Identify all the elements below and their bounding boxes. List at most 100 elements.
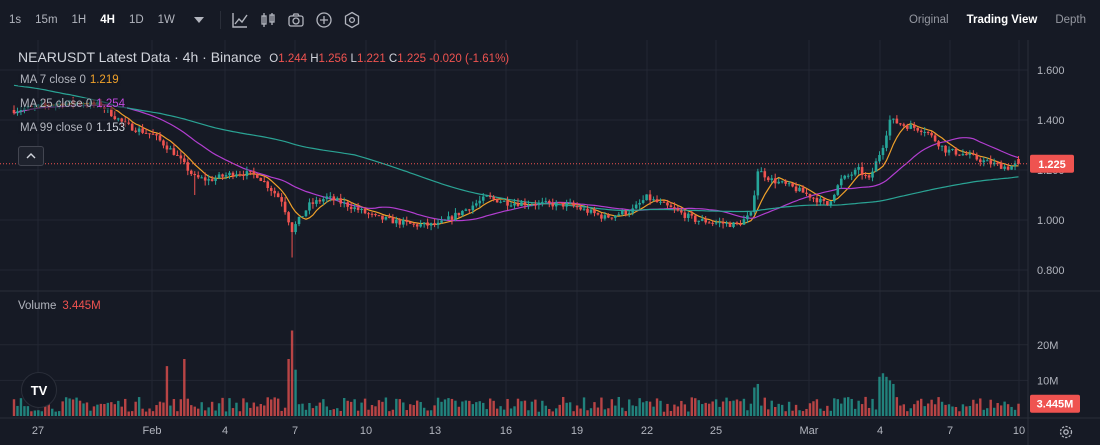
timeframe-1s[interactable]: 1s [9, 14, 22, 26]
timeframe-1h[interactable]: 1H [71, 14, 87, 26]
volume-bar [322, 399, 325, 416]
current-volume-tag [1030, 394, 1080, 413]
candle-body [756, 171, 760, 196]
candle-type-icon[interactable] [259, 11, 277, 29]
volume-bar [756, 383, 760, 416]
volume-bar [645, 401, 648, 416]
candle-body [975, 154, 979, 160]
candle-body [704, 219, 707, 223]
ma99-label: MA 99 close 0 [20, 122, 93, 134]
tradingview-logo[interactable]: TV [21, 372, 57, 408]
candle-body [624, 210, 628, 215]
volume-bar [843, 397, 846, 416]
view-depth[interactable]: Depth [1055, 14, 1086, 26]
ma7-legend[interactable]: MA 7 close 0 1.219 [18, 74, 121, 86]
candle-body [634, 204, 638, 209]
candle-body [575, 205, 579, 208]
volume-bar [561, 396, 565, 416]
volume-bar [409, 404, 412, 416]
volume-value: 3.445M [62, 300, 101, 312]
candle-body [273, 190, 276, 194]
candle-body [989, 160, 993, 165]
candle-body [349, 206, 353, 210]
candle-body [148, 133, 151, 135]
ma7-value: 1.219 [89, 74, 119, 86]
ma25-value: 1.254 [96, 98, 126, 110]
candle-body [798, 187, 801, 192]
volume-bar [64, 397, 68, 416]
add-icon[interactable] [315, 11, 333, 29]
volume-bar [600, 397, 603, 416]
volume-bar [847, 397, 850, 416]
volume-bar [78, 400, 82, 416]
candle-body [391, 217, 395, 224]
candle-body [398, 219, 402, 225]
price-tick-label: 1.000 [1037, 215, 1065, 227]
ma25-legend[interactable]: MA 25 close 0 1.254 [18, 98, 128, 110]
collapse-legend-button[interactable] [18, 146, 44, 166]
candle-body [878, 155, 881, 162]
timeframe-1d[interactable]: 1D [128, 14, 144, 26]
volume-bar [933, 404, 937, 416]
volume-bar [1006, 404, 1010, 416]
volume-bar [815, 399, 819, 416]
time-tick-label: Feb [143, 425, 162, 437]
volume-bar [492, 400, 495, 416]
volume-bar [874, 409, 878, 416]
current-price-tag [1030, 154, 1074, 173]
candle-body [919, 130, 923, 133]
ma99-legend[interactable]: MA 99 close 0 1.153 [18, 122, 128, 134]
candle-body [829, 201, 833, 206]
volume-bar [593, 402, 596, 416]
volume-bar [718, 406, 721, 416]
timeframe-1w[interactable]: 1W [157, 14, 175, 26]
candle-body [454, 212, 457, 220]
candle-body [155, 134, 158, 136]
candle-body [826, 200, 829, 206]
volume-bar [763, 397, 766, 416]
chevron-down-icon[interactable] [190, 11, 208, 29]
timeframe-15m[interactable]: 15m [35, 14, 58, 26]
camera-icon[interactable] [287, 11, 305, 29]
gear-icon[interactable] [1058, 424, 1074, 440]
volume-bar [210, 401, 214, 416]
candle-body [537, 202, 541, 206]
volume-bar [30, 411, 33, 416]
volume-bar [725, 397, 728, 416]
volume-bar [885, 376, 888, 416]
timeframe-4h[interactable]: 4H [100, 14, 115, 26]
current-price-label: 1.225 [1038, 159, 1066, 171]
volume-bar [732, 400, 735, 416]
candle-body [141, 128, 144, 133]
candle-body [259, 177, 263, 182]
indicator-icon[interactable] [231, 11, 249, 29]
candle-body [846, 175, 850, 177]
candle-body [120, 118, 124, 122]
volume-bar [589, 408, 593, 416]
candle-body [502, 200, 506, 202]
candle-body [127, 122, 131, 124]
candle-body [224, 175, 228, 177]
view-trading-view[interactable]: Trading View [966, 14, 1038, 26]
volume-bar [40, 411, 44, 416]
candle-body [899, 123, 902, 125]
time-tick-label: Mar [800, 425, 819, 437]
candle-body [881, 147, 885, 156]
volume-bar [944, 404, 947, 416]
volume-bar [179, 399, 183, 416]
volume-bar [628, 399, 631, 416]
settings-icon[interactable] [343, 11, 361, 29]
view-original[interactable]: Original [908, 14, 949, 26]
volume-bar [426, 410, 429, 416]
volume-bar [638, 398, 641, 416]
volume-bar [315, 405, 318, 416]
volume-bar [402, 402, 405, 416]
candle-body [982, 160, 986, 163]
candle-body [579, 207, 582, 210]
volume-bar [249, 407, 252, 416]
volume-bar [1003, 401, 1006, 416]
candle-body [516, 203, 520, 206]
volume-bar [909, 408, 912, 416]
volume-bar [23, 406, 26, 416]
